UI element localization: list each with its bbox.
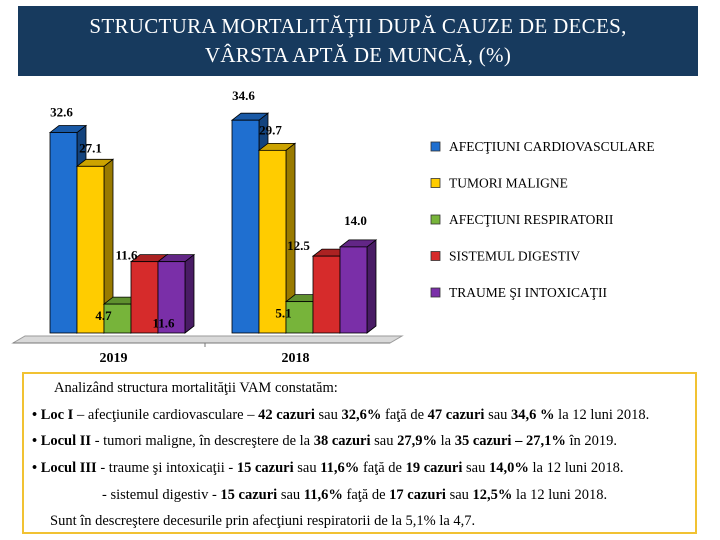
note-loc3b: - sistemul digestiv - 15 cazuri sau 11,6… xyxy=(102,487,608,503)
bar-2019-sistemul-digestiv xyxy=(130,261,159,334)
bar-2018-afec-iuni-respiratorii xyxy=(285,301,314,334)
legend-label-afec-iuni-cardiovasculare: AFECŢIUNI CARDIOVASCULARE xyxy=(449,139,655,154)
bar-side-2019-traume-i-intoxica-ii xyxy=(184,253,195,334)
analysis-note: Analizând structura mortalităţii VAM con… xyxy=(22,372,697,534)
legend-swatch-tumori-maligne xyxy=(430,178,441,188)
note-outro: Sunt în descreştere decesurile prin afec… xyxy=(50,513,476,529)
bar-2019-tumori-maligne xyxy=(76,165,105,334)
note-loc3: • Locul III - traume şi intoxicaţii - 15… xyxy=(32,460,624,476)
data-label-2019-afec-iuni-respiratorii: 4.7 xyxy=(95,308,112,323)
bar-2018-sistemul-digestiv xyxy=(312,255,341,334)
x-tick-label-2018: 2018 xyxy=(282,351,310,366)
data-label-2018-tumori-maligne: 29.7 xyxy=(259,122,282,137)
legend-swatch-afec-iuni-cardiovasculare xyxy=(430,141,441,152)
title-line-2: VÂRSTA APTĂ DE MUNCĂ, (%) xyxy=(204,43,512,67)
data-label-2018-sistemul-digestiv: 12.5 xyxy=(287,238,310,253)
legend-label-traume-i-intoxica-ii: TRAUME ŞI INTOXICAŢII xyxy=(449,285,607,300)
data-label-2018-afec-iuni-cardiovasculare: 34.6 xyxy=(232,88,255,103)
data-label-2019-afec-iuni-cardiovasculare: 32.6 xyxy=(50,105,73,120)
legend-swatch-sistemul-digestiv xyxy=(430,251,441,261)
x-tick-label-2019: 2019 xyxy=(100,351,128,366)
bar-side-2018-traume-i-intoxica-ii xyxy=(366,239,377,334)
chart-floor xyxy=(11,335,404,344)
legend-swatch-afec-iuni-respiratorii xyxy=(430,214,441,225)
bar-chart: 32.6 27.1 4.7 11.6 11.6 2019 34.6 29.7 5.1 12.5 14… xyxy=(11,88,655,366)
note-loc1: • Loc I – afecţiunile cardiovasculare – … xyxy=(32,407,650,423)
note-intro: Analizând structura mortalităţii VAM con… xyxy=(54,380,338,396)
data-label-2018-traume-i-intoxica-ii: 14.0 xyxy=(344,213,367,228)
data-label-2018-afec-iuni-respiratorii: 5.1 xyxy=(275,306,291,321)
title-line-1: STRUCTURA MORTALITĂŢII DUPĂ CAUZE DE DEC… xyxy=(89,14,627,38)
chart-title: STRUCTURA MORTALITĂŢII DUPĂ CAUZE DE DEC… xyxy=(18,6,698,76)
data-label-2019-traume-i-intoxica-ii: 11.6 xyxy=(152,316,175,331)
legend-label-afec-iuni-respiratorii: AFECŢIUNI RESPIRATORII xyxy=(449,212,614,227)
bar-2019-afec-iuni-cardiovasculare xyxy=(49,132,78,334)
data-label-2019-tumori-maligne: 27.1 xyxy=(79,140,102,155)
note-loc2: • Locul II - tumori maligne, în descreşt… xyxy=(32,433,617,449)
bar-2018-afec-iuni-cardiovasculare xyxy=(231,119,260,334)
legend-label-sistemul-digestiv: SISTEMUL DIGESTIV xyxy=(449,249,580,264)
data-label-2019-sistemul-digestiv: 11.6 xyxy=(115,248,138,263)
bar-2019-traume-i-intoxica-ii xyxy=(157,261,186,334)
bar-2018-tumori-maligne xyxy=(258,149,287,334)
bar-2018-traume-i-intoxica-ii xyxy=(339,246,368,334)
legend-label-tumori-maligne: TUMORI MALIGNE xyxy=(449,176,568,191)
legend-swatch-traume-i-intoxica-ii xyxy=(430,287,441,298)
